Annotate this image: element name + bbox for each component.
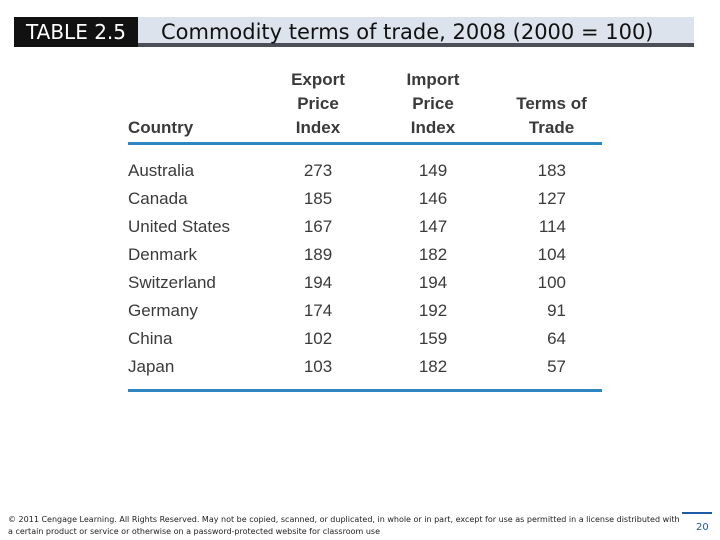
header-export-line3: Index [295,118,341,137]
header-rule [128,142,602,145]
cell-import-index: 194 [418,273,448,292]
cell-country: Denmark [128,245,197,264]
cell-export-index: 102 [303,329,333,348]
cell-country: Canada [128,189,188,208]
cell-terms-of-trade: 114 [538,217,566,236]
header-export-line2: Price [297,94,339,113]
cell-terms-of-trade: 104 [537,245,566,264]
cell-country: Switzerland [128,273,216,292]
header-import-price-index: Import Price Index [393,64,473,140]
cell-export-index: 185 [303,189,333,208]
header-terms-line2: Trade [528,118,575,137]
table-row: China 102 159 64 [128,325,602,353]
header-country-label: Country [128,118,194,137]
header-import-line1: Import [406,70,460,89]
table-row: Japan 103 182 57 [128,353,602,381]
cell-import-index: 159 [418,329,448,348]
header-import-line2: Price [412,94,454,113]
table-row: Australia 273 149 183 [128,157,602,185]
cell-export-index: 103 [303,357,333,376]
table-row: Canada 185 146 127 [128,185,602,213]
cell-terms-of-trade: 127 [537,189,566,208]
cell-country: China [128,329,173,348]
header-export-line1: Export [291,70,345,89]
cell-country: Australia [128,161,195,180]
table-label: TABLE 2.5 [14,17,138,47]
table-row: Switzerland 194 194 100 [128,269,602,297]
footer-rule [128,389,602,392]
table-title: Commodity terms of trade, 2008 (2000 = 1… [161,20,654,44]
table-row: Denmark 189 182 104 [128,241,602,269]
cell-terms-of-trade: 100 [537,273,566,292]
cell-import-index: 147 [418,217,448,236]
page-number: 20 [696,522,709,533]
cell-import-index: 149 [418,161,448,180]
cell-country: Germany [128,301,198,320]
cell-terms-of-trade: 57 [547,357,566,376]
cell-import-index: 182 [418,245,448,264]
header-import-line3: Index [410,118,456,137]
cell-export-index: 273 [303,161,333,180]
header-row: Country Export Price Index Import Price … [128,64,602,140]
page-number-rule [682,512,712,514]
cell-terms-of-trade: 64 [547,329,566,348]
header-terms-of-trade: Terms of Trade [504,64,599,140]
table-body: Australia 273 149 183 Canada 185 146 127… [128,145,602,381]
header-country: Country [128,64,238,140]
table-row: United States 167 147 114 [128,213,602,241]
cell-country: United States [128,217,231,236]
cell-export-index: 167 [303,217,333,236]
cell-import-index: 192 [418,301,448,320]
cell-export-index: 194 [303,273,333,292]
copyright-notice: © 2011 Cengage Learning. All Rights Rese… [8,515,680,536]
header-terms-line1: Terms of [516,94,587,113]
cell-country: Japan [128,357,175,376]
cell-import-index: 146 [418,189,448,208]
table-row: Germany 174 192 91 [128,297,602,325]
cell-export-index: 189 [303,245,333,264]
cell-export-index: 174 [303,301,333,320]
cell-terms-of-trade: 91 [547,301,566,320]
data-table: Country Export Price Index Import Price … [128,64,602,392]
cell-import-index: 182 [418,357,448,376]
header-export-price-index: Export Price Index [278,64,358,140]
cell-terms-of-trade: 183 [537,161,566,180]
